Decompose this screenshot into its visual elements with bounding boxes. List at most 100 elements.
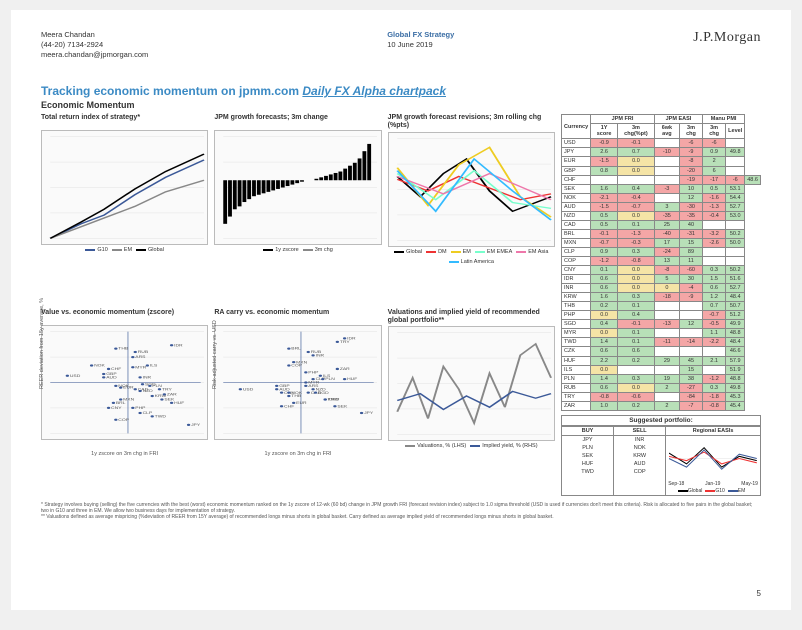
legend-label: EM EMEA bbox=[487, 249, 512, 255]
page-title: Tracking economic momentum on jpmm.com D… bbox=[41, 84, 761, 98]
svg-text:PHP: PHP bbox=[309, 370, 319, 374]
legend-label: 3m chg bbox=[315, 247, 333, 253]
legend-label: Latin America bbox=[461, 259, 494, 265]
chart-body: IDRTHBRUBARSNOKILSCHFMYRGBPUSDAUDINRNOKE… bbox=[41, 325, 208, 440]
svg-text:MYR: MYR bbox=[135, 365, 146, 369]
legend-item: Global bbox=[136, 247, 164, 253]
y-axis-label: REER deviation from 15y average, % bbox=[39, 289, 45, 389]
portfolio-title: Suggested portfolio: bbox=[561, 415, 761, 426]
svg-text:COP: COP bbox=[118, 418, 129, 422]
svg-text:INR: INR bbox=[316, 353, 325, 357]
chart-legend: Global DM EM EM EMEA EM Asia Latin America bbox=[388, 249, 555, 265]
chart-title: Value vs. economic momentum (zscore) bbox=[41, 309, 208, 323]
svg-text:PHP: PHP bbox=[135, 406, 145, 410]
svg-text:IDR: IDR bbox=[174, 343, 183, 347]
content-area: Total return index of strategy*G10EMGlob… bbox=[41, 114, 761, 496]
svg-text:TRY: TRY bbox=[340, 340, 350, 344]
svg-text:CLP: CLP bbox=[143, 411, 153, 415]
svg-text:ARS: ARS bbox=[135, 355, 145, 359]
chart-5: Valuations and implied yield of recommen… bbox=[388, 309, 555, 449]
svg-text:INR: INR bbox=[143, 375, 152, 379]
svg-text:PLN: PLN bbox=[152, 384, 162, 388]
legend-label: EM bbox=[124, 247, 132, 253]
legend-item: 3m chg bbox=[303, 247, 333, 253]
legend-label: 1y zscore bbox=[275, 247, 299, 253]
side-panel: CurrencyJPM FRIJPM EASIManu PMI1Y score3… bbox=[561, 114, 761, 496]
x-axis-label: 1y zscore on 3m chg in FRI bbox=[265, 451, 332, 457]
svg-text:HUF: HUF bbox=[347, 377, 358, 381]
legend-item: DM bbox=[426, 249, 447, 255]
chart-body: IDRTRYBRLRUBINRMXNCOPZARPHPILSCLPPLNHUFM… bbox=[214, 325, 381, 440]
x-axis-label: 1y zscore on 3m chg in FRI bbox=[91, 451, 158, 457]
legend-swatch bbox=[303, 249, 313, 251]
legend-label: EM Asia bbox=[528, 249, 548, 255]
svg-text:NZD: NZD bbox=[143, 389, 153, 393]
chart-body bbox=[214, 130, 381, 245]
page-number: 5 bbox=[757, 589, 761, 598]
svg-text:PLN: PLN bbox=[326, 377, 336, 381]
legend-swatch bbox=[136, 249, 146, 251]
chart-title: Total return index of strategy* bbox=[41, 114, 208, 128]
svg-text:HUF: HUF bbox=[174, 401, 185, 405]
svg-text:TWD: TWD bbox=[155, 414, 166, 418]
chart-legend: 1y zscore 3m chg bbox=[214, 247, 381, 253]
svg-text:ZAR: ZAR bbox=[167, 392, 177, 396]
chart-0: Total return index of strategy* G10 EM Glob… bbox=[41, 114, 208, 254]
chart-1: JPM growth forecasts; 3m change 1y zscore… bbox=[214, 114, 381, 254]
svg-text:CHF: CHF bbox=[284, 404, 295, 408]
svg-text:BRL: BRL bbox=[116, 401, 126, 405]
legend-item: Latin America bbox=[449, 259, 494, 265]
svg-text:ILS: ILS bbox=[150, 364, 158, 368]
report-date: 10 June 2019 bbox=[387, 40, 454, 50]
legend-swatch bbox=[85, 249, 95, 251]
chart-title: JPM growth forecasts; 3m change bbox=[214, 114, 381, 128]
legend-label: G10 bbox=[97, 247, 107, 253]
svg-text:USD: USD bbox=[243, 387, 253, 391]
chart-2: JPM growth forecast revisions; 3m rollin… bbox=[388, 114, 555, 254]
legend-item: Valuations, % (LHS) bbox=[405, 443, 466, 449]
sell-column: SELLINRNOKKRWAUDCOP bbox=[614, 427, 666, 495]
legend-item: EM bbox=[451, 249, 471, 255]
svg-text:BRL: BRL bbox=[292, 347, 302, 351]
svg-text:JPY: JPY bbox=[364, 411, 373, 415]
svg-text:EUR: EUR bbox=[123, 386, 133, 390]
chart-3: Value vs. economic momentum (zscore) IDR T… bbox=[41, 309, 208, 449]
legend-item: 1y zscore bbox=[263, 247, 299, 253]
legend-label: Valuations, % (LHS) bbox=[417, 443, 466, 449]
legend-item: Global bbox=[394, 249, 422, 255]
legend-item: Implied yield, % (RHS) bbox=[470, 443, 537, 449]
legend-label: Implied yield, % (RHS) bbox=[482, 443, 537, 449]
chart-legend: Valuations, % (LHS) Implied yield, % (RHS… bbox=[388, 443, 555, 449]
legend-item: G10 bbox=[85, 247, 107, 253]
svg-text:THB: THB bbox=[292, 394, 302, 398]
svg-text:RUB: RUB bbox=[138, 350, 149, 354]
legend-swatch bbox=[449, 261, 459, 263]
title-text: Tracking economic momentum on jpmm.com bbox=[41, 84, 302, 98]
group-name: Global FX Strategy bbox=[387, 30, 454, 40]
svg-text:SEK: SEK bbox=[164, 397, 174, 401]
svg-text:EUR: EUR bbox=[297, 401, 307, 405]
svg-text:NOK: NOK bbox=[94, 364, 105, 368]
author-phone: (44-20) 7134-2924 bbox=[41, 40, 148, 50]
legend-swatch bbox=[405, 445, 415, 447]
legend-swatch bbox=[426, 251, 436, 253]
title-link[interactable]: Daily FX Alpha chartpack bbox=[302, 84, 446, 98]
chart-title: JPM growth forecast revisions; 3m rollin… bbox=[388, 114, 555, 129]
svg-text:AUD: AUD bbox=[106, 375, 116, 379]
legend-label: Global bbox=[406, 249, 422, 255]
svg-text:COP: COP bbox=[292, 364, 303, 368]
chart-4: RA carry vs. economic momentumIDRTRYBRLR… bbox=[214, 309, 381, 449]
header: Meera Chandan (44-20) 7134-2924 meera.ch… bbox=[41, 30, 761, 59]
svg-text:USD: USD bbox=[70, 374, 80, 378]
charts-grid: Total return index of strategy*G10EMGlob… bbox=[41, 114, 555, 496]
data-table: CurrencyJPM FRIJPM EASIManu PMI1Y score3… bbox=[561, 114, 761, 411]
legend-label: Global bbox=[148, 247, 164, 253]
regional-easi-chart: Regional EASIsSep-18Jan-19May-19GlobalG1… bbox=[666, 427, 760, 495]
legend-swatch bbox=[451, 251, 461, 253]
chart-title: Valuations and implied yield of recommen… bbox=[388, 309, 555, 324]
svg-text:JPY: JPY bbox=[191, 423, 200, 427]
svg-text:CHF: CHF bbox=[111, 367, 122, 371]
y-axis-label: Risk-adjusted carry vs. USD bbox=[212, 289, 218, 389]
portfolio-section: Suggested portfolio: BUYJPYPLNSEKHUFTWDS… bbox=[561, 415, 761, 496]
svg-text:CNY: CNY bbox=[111, 406, 122, 410]
